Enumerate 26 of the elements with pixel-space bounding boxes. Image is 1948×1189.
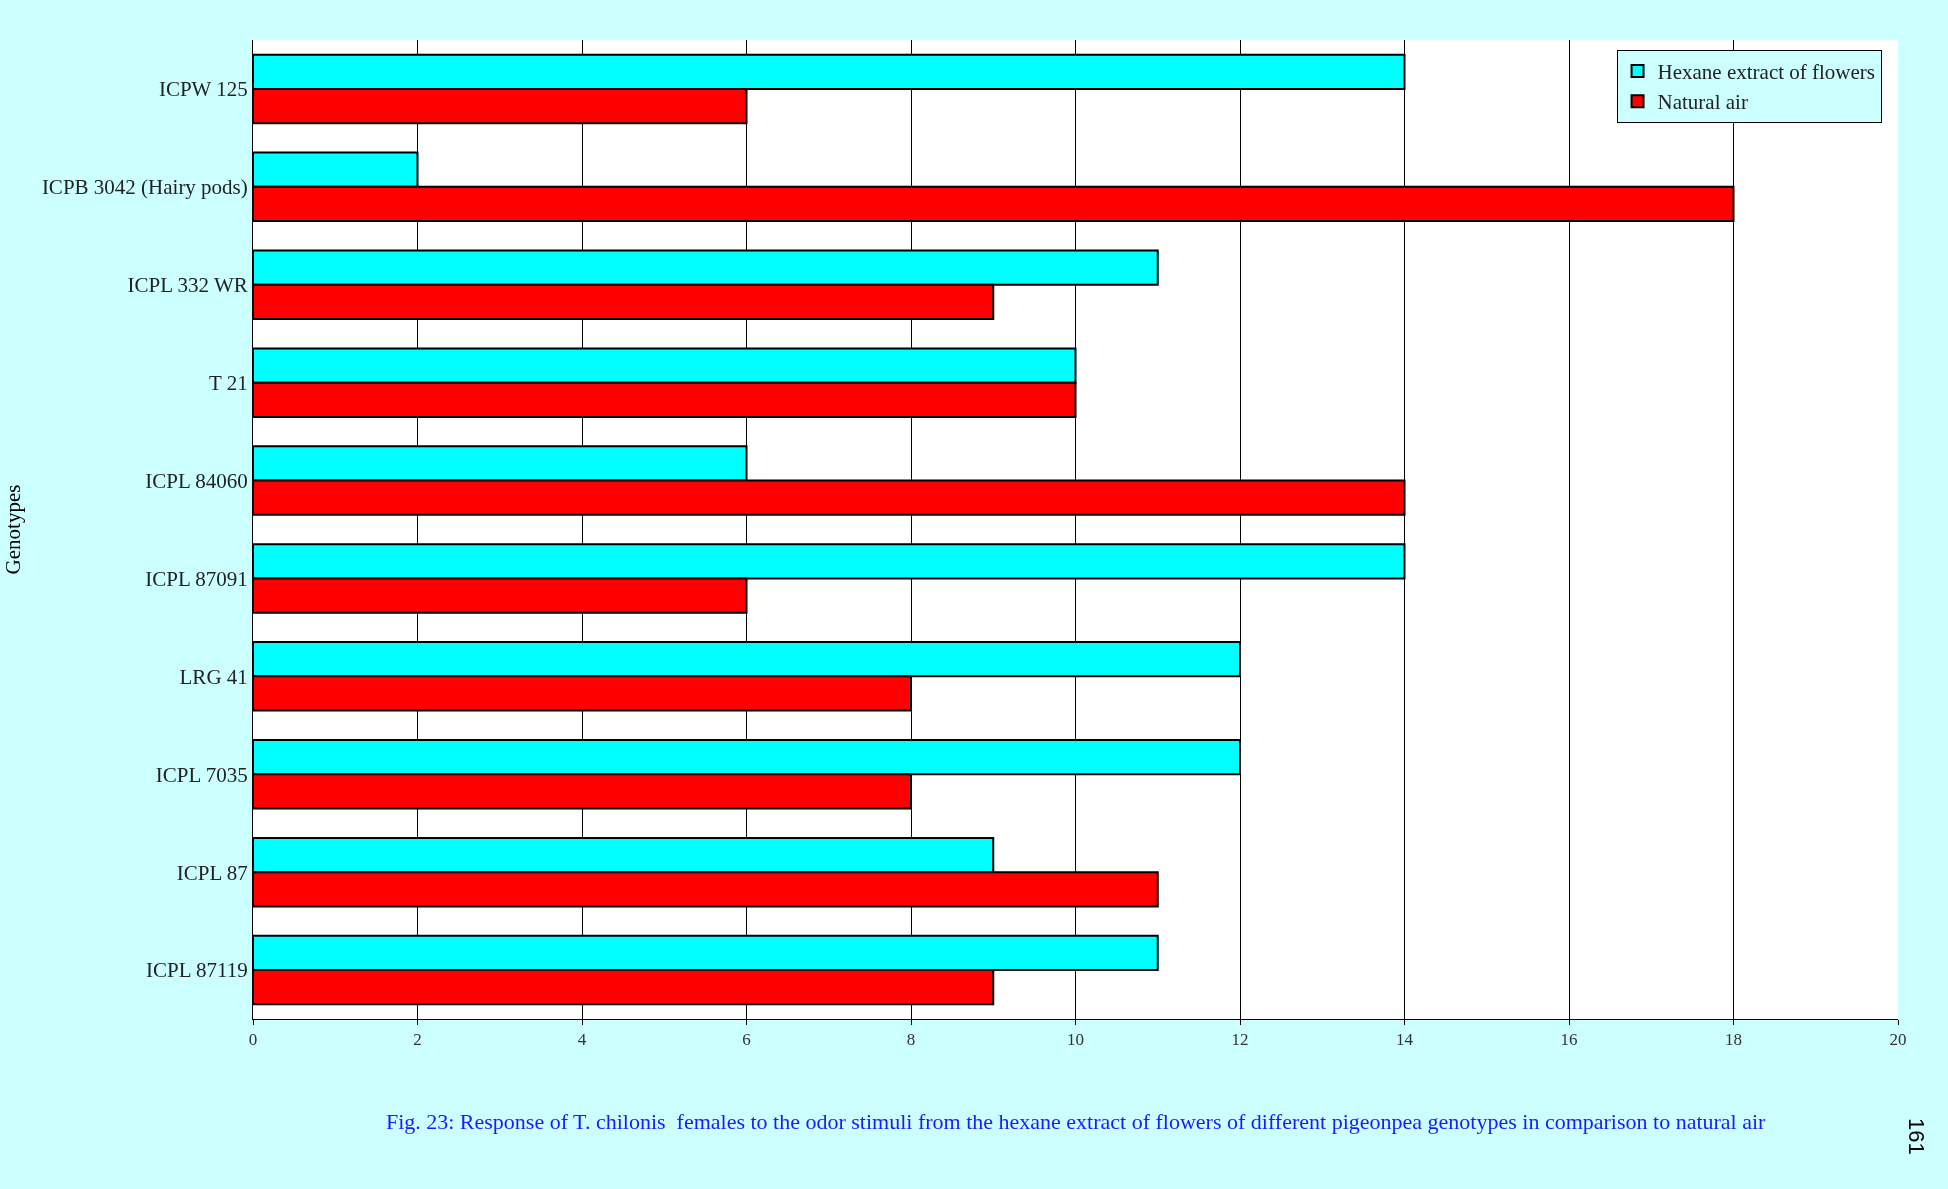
x-tick-label: 6: [742, 1030, 751, 1050]
text: 161: [1903, 1118, 1929, 1155]
legend-label: Natural air: [1657, 90, 1748, 115]
x-tick-label: 8: [906, 1030, 916, 1050]
x-tick-label: 0: [248, 1030, 258, 1050]
legend-label: Hexane extract of flowers: [1657, 60, 1876, 85]
y-tick-label: ICPL 87119: [146, 958, 248, 983]
x-tick-label: 12: [1231, 1030, 1249, 1050]
y-tick-label: ICPL 84060: [145, 468, 248, 493]
y-tick-label: T 21: [209, 371, 248, 395]
x-tick-label: 18: [1725, 1030, 1742, 1050]
y-tick-label: ICPL 87: [176, 860, 248, 885]
x-tick-label: 2: [413, 1030, 422, 1050]
caption: Fig. 23: Response of T. chilonis females to the odor stimuli from the hexane extract of flowers of different pigeonpea genotypes in comparison to natural air: [385, 1109, 1767, 1134]
y-tick-label: ICPL 7035: [155, 762, 248, 787]
y-tick-label: ICPL 87091: [145, 566, 248, 591]
y-tick-label: ICPW 125: [158, 77, 248, 102]
y-axis-title: Genotypes: [1, 484, 26, 575]
y-tick-label: ICPB 3042 (Hairy pods): [41, 175, 248, 200]
x-tick-label: 20: [1889, 1030, 1907, 1050]
x-tick-label: 4: [577, 1030, 587, 1050]
y-tick-label: LRG 41: [179, 664, 248, 689]
y-tick-label: ICPL 332 WR: [127, 273, 248, 298]
x-tick-label: 10: [1067, 1030, 1084, 1050]
x-tick-label: 16: [1560, 1030, 1578, 1050]
x-tick-label: 14: [1396, 1030, 1414, 1050]
